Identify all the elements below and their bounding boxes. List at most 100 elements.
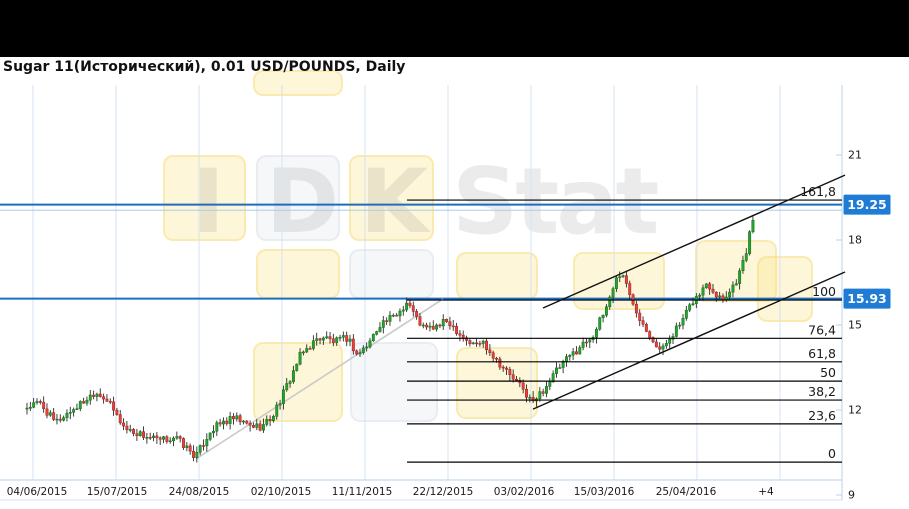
candle-body bbox=[348, 338, 352, 342]
x-axis-label: 04/06/2015 bbox=[7, 486, 68, 498]
candle-body bbox=[704, 283, 708, 289]
candle-body bbox=[598, 317, 602, 330]
candle-body bbox=[578, 347, 582, 355]
candle-body bbox=[565, 356, 568, 362]
candle-body bbox=[42, 401, 46, 410]
candle-body bbox=[365, 346, 369, 349]
watermark-tile bbox=[256, 155, 340, 241]
candle-body bbox=[251, 425, 255, 428]
fib-label: 23,6 bbox=[808, 408, 836, 423]
candle-body bbox=[285, 383, 289, 391]
candle-body bbox=[395, 314, 399, 317]
y-axis-label: 21 bbox=[848, 149, 862, 162]
candle-body bbox=[112, 401, 116, 411]
candle-body bbox=[78, 401, 82, 409]
candle-body bbox=[508, 369, 512, 375]
fib-label: 38,2 bbox=[808, 384, 836, 399]
watermark-letter-i: I bbox=[192, 150, 225, 253]
candle-body bbox=[558, 367, 562, 369]
watermark-tile bbox=[757, 256, 813, 322]
candle-body bbox=[88, 394, 92, 401]
candle-body bbox=[232, 416, 235, 420]
candle-body bbox=[361, 347, 365, 353]
candle-body bbox=[331, 338, 335, 343]
y-axis-label: 9 bbox=[848, 488, 855, 501]
candle-body bbox=[258, 423, 262, 431]
candle-body bbox=[135, 433, 139, 437]
candle-body bbox=[345, 335, 349, 342]
candle-body bbox=[435, 324, 439, 330]
candle-body bbox=[275, 404, 279, 417]
candle-body bbox=[68, 412, 72, 414]
candle-body bbox=[75, 408, 79, 410]
candle-body bbox=[245, 420, 249, 424]
candle-body bbox=[471, 342, 475, 345]
candle-body bbox=[618, 276, 622, 279]
y-axis-label: 15 bbox=[848, 318, 862, 331]
candle-body bbox=[238, 415, 242, 423]
candle-body bbox=[291, 370, 295, 382]
x-axis-label: 25/04/2016 bbox=[656, 486, 717, 498]
candle-body bbox=[375, 331, 379, 335]
x-axis-label: 02/10/2015 bbox=[251, 486, 312, 498]
trendline bbox=[542, 174, 846, 309]
candle-body bbox=[684, 309, 688, 319]
candle-body bbox=[148, 437, 152, 439]
y-axis-label: 12 bbox=[848, 403, 862, 416]
candle-body bbox=[145, 437, 149, 439]
candle-body bbox=[162, 436, 165, 440]
candle-body bbox=[62, 417, 66, 421]
candle-body bbox=[385, 320, 389, 322]
candle-body bbox=[351, 338, 355, 352]
candle-body bbox=[654, 341, 658, 348]
candle-body bbox=[205, 439, 209, 447]
candle-body bbox=[341, 335, 345, 338]
candle-body bbox=[85, 399, 89, 404]
candle-body bbox=[531, 397, 535, 402]
candle-body bbox=[242, 420, 245, 423]
candle-body bbox=[28, 407, 32, 409]
candle-body bbox=[368, 340, 372, 348]
watermark-letter-d: D bbox=[266, 150, 340, 253]
candle-body bbox=[658, 346, 662, 350]
candle-body bbox=[321, 337, 325, 341]
candle-body bbox=[102, 396, 106, 400]
candle-body bbox=[58, 418, 62, 421]
candle-body bbox=[521, 382, 525, 390]
candle-body bbox=[448, 321, 452, 327]
top-band bbox=[0, 0, 909, 57]
trendline bbox=[532, 271, 846, 410]
candle-body bbox=[158, 437, 162, 440]
candle-body bbox=[638, 312, 642, 321]
candle-body bbox=[511, 374, 515, 380]
candle-body bbox=[301, 351, 305, 354]
candle-body bbox=[601, 314, 605, 319]
candle-body bbox=[488, 349, 492, 353]
candle-body bbox=[355, 350, 359, 355]
fib-label: 61,8 bbox=[808, 346, 836, 361]
candle-body bbox=[72, 409, 76, 413]
candle-body bbox=[215, 422, 219, 432]
candle-body bbox=[495, 357, 498, 360]
candle-body bbox=[451, 325, 455, 328]
candle-body bbox=[538, 391, 542, 400]
candle-body bbox=[152, 435, 155, 438]
candle-body bbox=[501, 366, 505, 369]
candle-body bbox=[588, 339, 592, 343]
candle-body bbox=[421, 324, 425, 327]
candle-body bbox=[545, 386, 548, 394]
candle-body bbox=[115, 409, 119, 415]
candle-body bbox=[634, 303, 638, 314]
candle-body bbox=[415, 311, 419, 317]
watermark-tile bbox=[253, 70, 343, 96]
candle-body bbox=[551, 373, 555, 383]
candle-body bbox=[192, 450, 195, 458]
candle-body bbox=[751, 219, 755, 232]
candle-body bbox=[741, 260, 745, 271]
candle-body bbox=[105, 398, 109, 402]
candle-body bbox=[411, 305, 415, 312]
candle-body bbox=[478, 343, 482, 345]
x-axis-label: 15/07/2015 bbox=[87, 486, 148, 498]
candle-body bbox=[748, 231, 752, 254]
